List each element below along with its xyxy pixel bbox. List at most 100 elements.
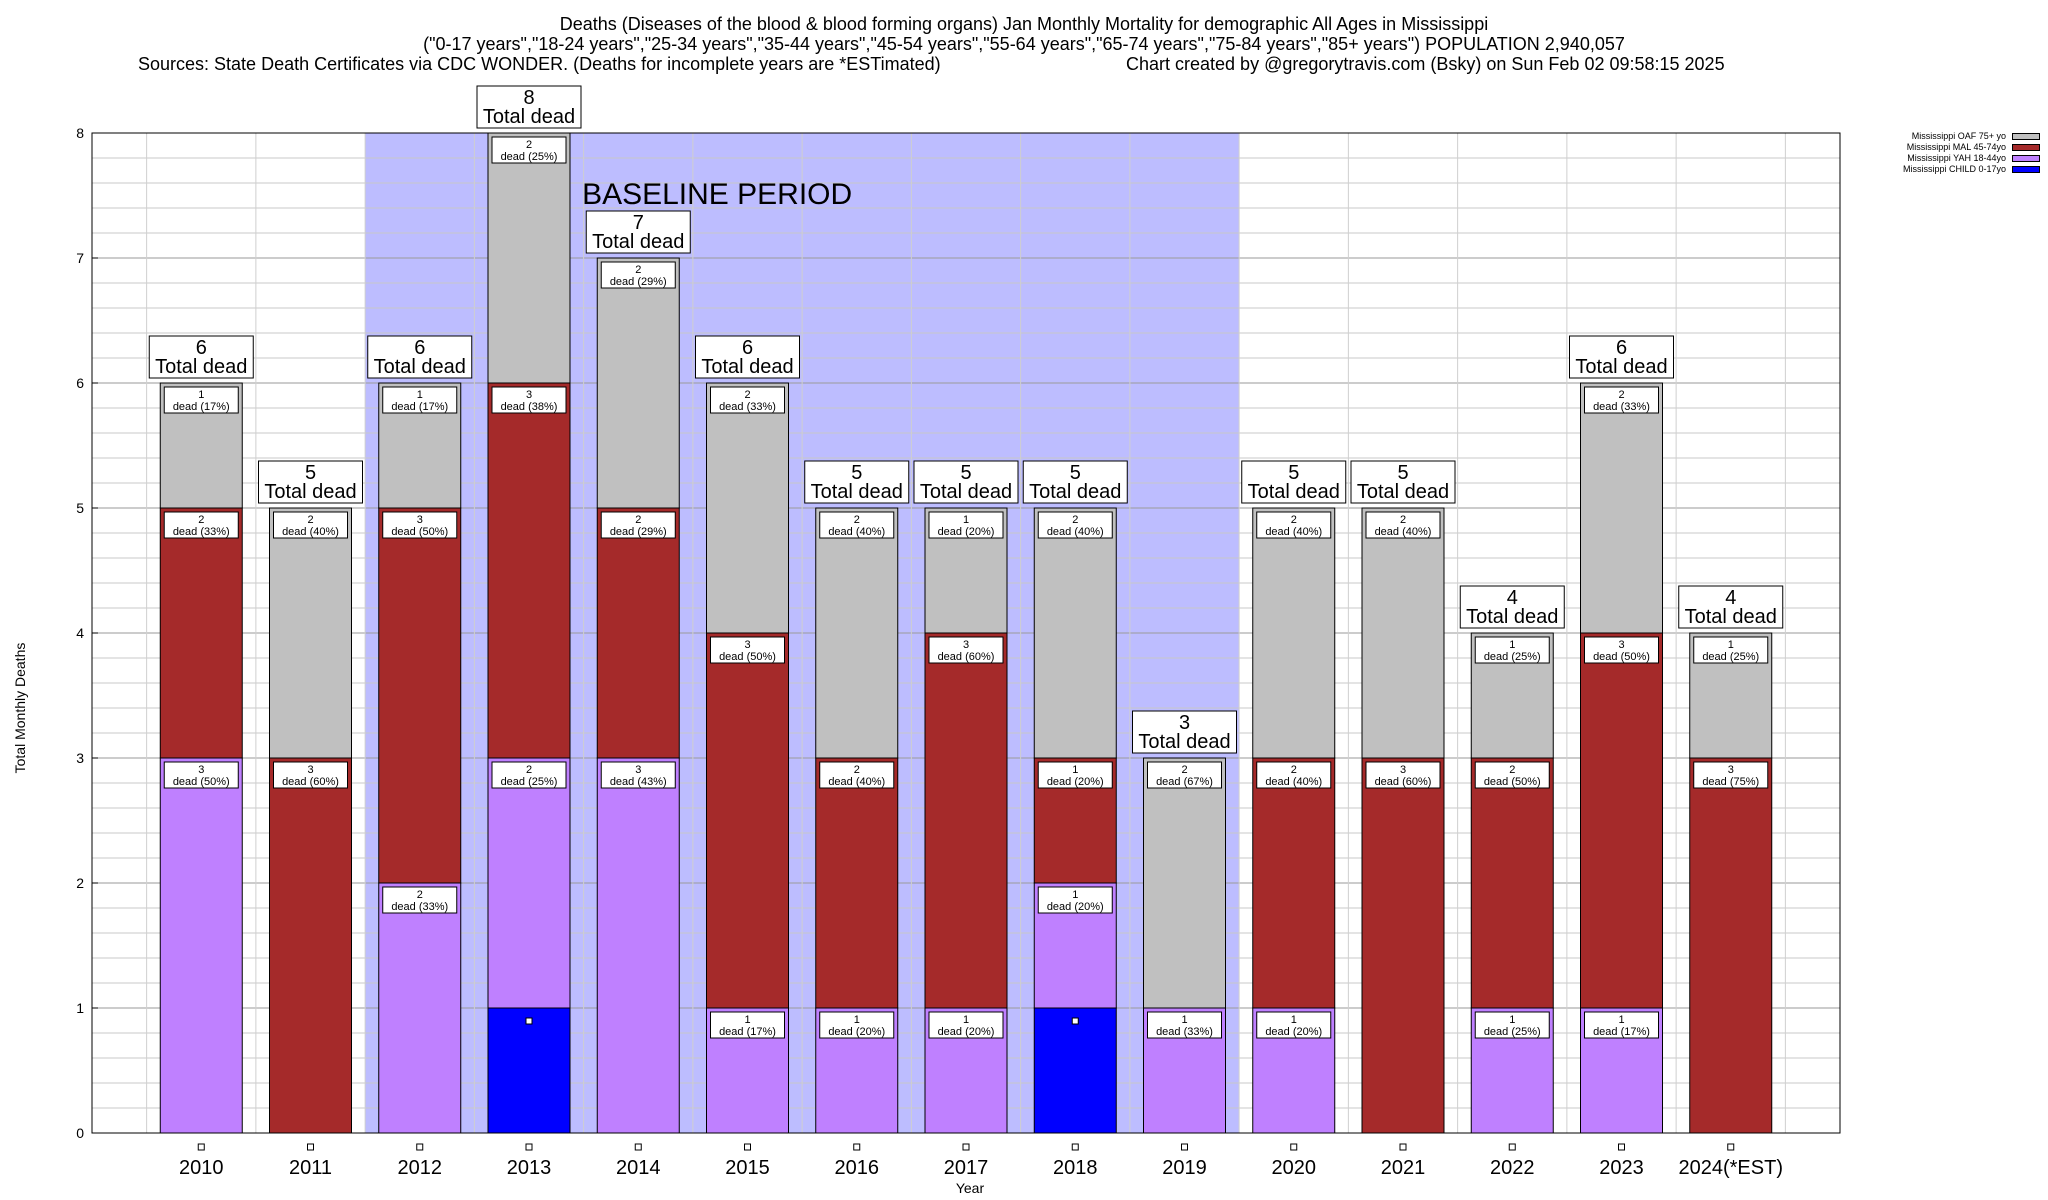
segment-label-box [1474, 636, 1550, 664]
segment-label-box [928, 636, 1004, 664]
total-text-label: Total dead [1029, 481, 1121, 503]
segment-percent-label: dead (20%) [938, 526, 995, 538]
x-marker [1290, 1143, 1298, 1151]
total-label-box [695, 335, 800, 379]
x-tick-label: 2019 [1162, 1157, 1207, 1179]
segment-percent-label: dead (60%) [282, 776, 339, 788]
segment-label-box [273, 761, 348, 789]
segment-percent-label: dead (20%) [1047, 901, 1104, 913]
total-value-label: 5 [851, 462, 862, 484]
segment-percent-label: dead (25%) [501, 151, 558, 163]
segment-label-box [1256, 511, 1332, 539]
segment-label-box [491, 136, 567, 164]
segment-label-box [1256, 761, 1332, 789]
segment-percent-label: dead (60%) [1375, 776, 1432, 788]
bar-segment [596, 757, 680, 1134]
segment-count-label: 3 [963, 639, 969, 651]
segment-percent-label: dead (17%) [173, 401, 230, 413]
segment-percent-label: dead (33%) [719, 401, 776, 413]
segment-count-label: 1 [744, 1014, 750, 1026]
segment-count-label: 2 [1291, 764, 1297, 776]
segment-count-label: 1 [1509, 639, 1515, 651]
segment-count-label: 3 [744, 639, 750, 651]
segment-label-box [819, 761, 895, 789]
segment-label-box [273, 511, 348, 539]
legend-swatch [2012, 144, 2040, 151]
total-text-label: Total dead [483, 106, 575, 128]
segment-count-label: 2 [744, 389, 750, 401]
segment-label-box [710, 636, 785, 664]
legend-label: Mississippi YAH 18-44yo [1907, 153, 2006, 163]
total-text-label: Total dead [1138, 731, 1230, 753]
bar-segment [1143, 757, 1226, 1009]
total-value-label: 7 [633, 212, 644, 234]
total-value-label: 6 [742, 337, 753, 359]
x-marker [853, 1143, 861, 1151]
segment-count-label: 2 [1291, 514, 1297, 526]
segment-percent-label: dead (40%) [828, 776, 885, 788]
x-marker [634, 1143, 642, 1151]
x-tick-label: 2013 [507, 1157, 552, 1179]
bar-segment [1033, 1007, 1117, 1134]
segment-count-label: 2 [635, 514, 641, 526]
total-text-label: Total dead [264, 481, 356, 503]
segment-marker [525, 1017, 533, 1025]
segment-count-label: 2 [1509, 764, 1515, 776]
bar-segment [1361, 757, 1445, 1134]
bar-segment [1252, 507, 1336, 759]
total-text-label: Total dead [155, 356, 247, 378]
total-text-label: Total dead [374, 356, 466, 378]
bar-segment [1361, 507, 1445, 759]
bar-segment [487, 757, 571, 1009]
total-label-box [804, 460, 910, 504]
legend-item: Mississippi MAL 45-74yo [1860, 142, 2040, 153]
segment-label-box [1584, 636, 1659, 664]
segment-label-box [491, 386, 567, 414]
segment-count-label: 2 [854, 514, 860, 526]
segment-percent-label: dead (33%) [1593, 401, 1650, 413]
segment-count-label: 2 [1400, 514, 1406, 526]
segment-percent-label: dead (40%) [1265, 776, 1322, 788]
segment-label-box [491, 761, 567, 789]
y-tick-label: 0 [76, 1125, 84, 1141]
segment-label-box [928, 1011, 1004, 1039]
bar-segment [1689, 757, 1773, 1134]
segment-count-label: 2 [526, 764, 532, 776]
segment-percent-label: dead (40%) [1265, 526, 1322, 538]
x-tick-label: 2011 [289, 1157, 332, 1179]
segment-percent-label: dead (20%) [938, 1026, 995, 1038]
bar-segment [269, 507, 352, 759]
segment-percent-label: dead (67%) [1156, 776, 1213, 788]
chart-subtitle: ("0-17 years","18-24 years","25-34 years… [423, 34, 1625, 54]
bar-segment [596, 507, 680, 759]
segment-count-label: 1 [854, 1014, 860, 1026]
bar-segment [159, 757, 243, 1134]
y-tick-label: 5 [76, 500, 84, 516]
segment-count-label: 3 [1728, 764, 1734, 776]
total-text-label: Total dead [1575, 356, 1667, 378]
segment-count-label: 1 [1618, 1014, 1624, 1026]
sources-text: Sources: State Death Certificates via CD… [138, 54, 941, 74]
segment-count-label: 1 [1728, 639, 1734, 651]
total-label-box [476, 85, 582, 129]
total-label-box [258, 460, 363, 504]
x-tick-label: 2017 [944, 1157, 989, 1179]
x-tick-label: 2016 [835, 1157, 880, 1179]
segment-percent-label: dead (50%) [719, 651, 776, 663]
segment-percent-label: dead (25%) [501, 776, 558, 788]
segment-percent-label: dead (33%) [173, 526, 230, 538]
total-value-label: 3 [1179, 712, 1190, 734]
x-axis-label: Year [955, 1180, 985, 1196]
segment-label-box [819, 511, 895, 539]
total-text-label: Total dead [701, 356, 793, 378]
x-marker [307, 1143, 314, 1151]
segment-count-label: 1 [1291, 1014, 1297, 1026]
total-label-box [148, 335, 254, 379]
segment-count-label: 3 [417, 514, 423, 526]
x-tick-label: 2021 [1381, 1157, 1426, 1179]
segment-label-box [1474, 1011, 1550, 1039]
segment-label-box [600, 761, 676, 789]
total-text-label: Total dead [1357, 481, 1449, 503]
segment-percent-label: dead (40%) [828, 526, 885, 538]
segment-label-box [382, 386, 458, 414]
